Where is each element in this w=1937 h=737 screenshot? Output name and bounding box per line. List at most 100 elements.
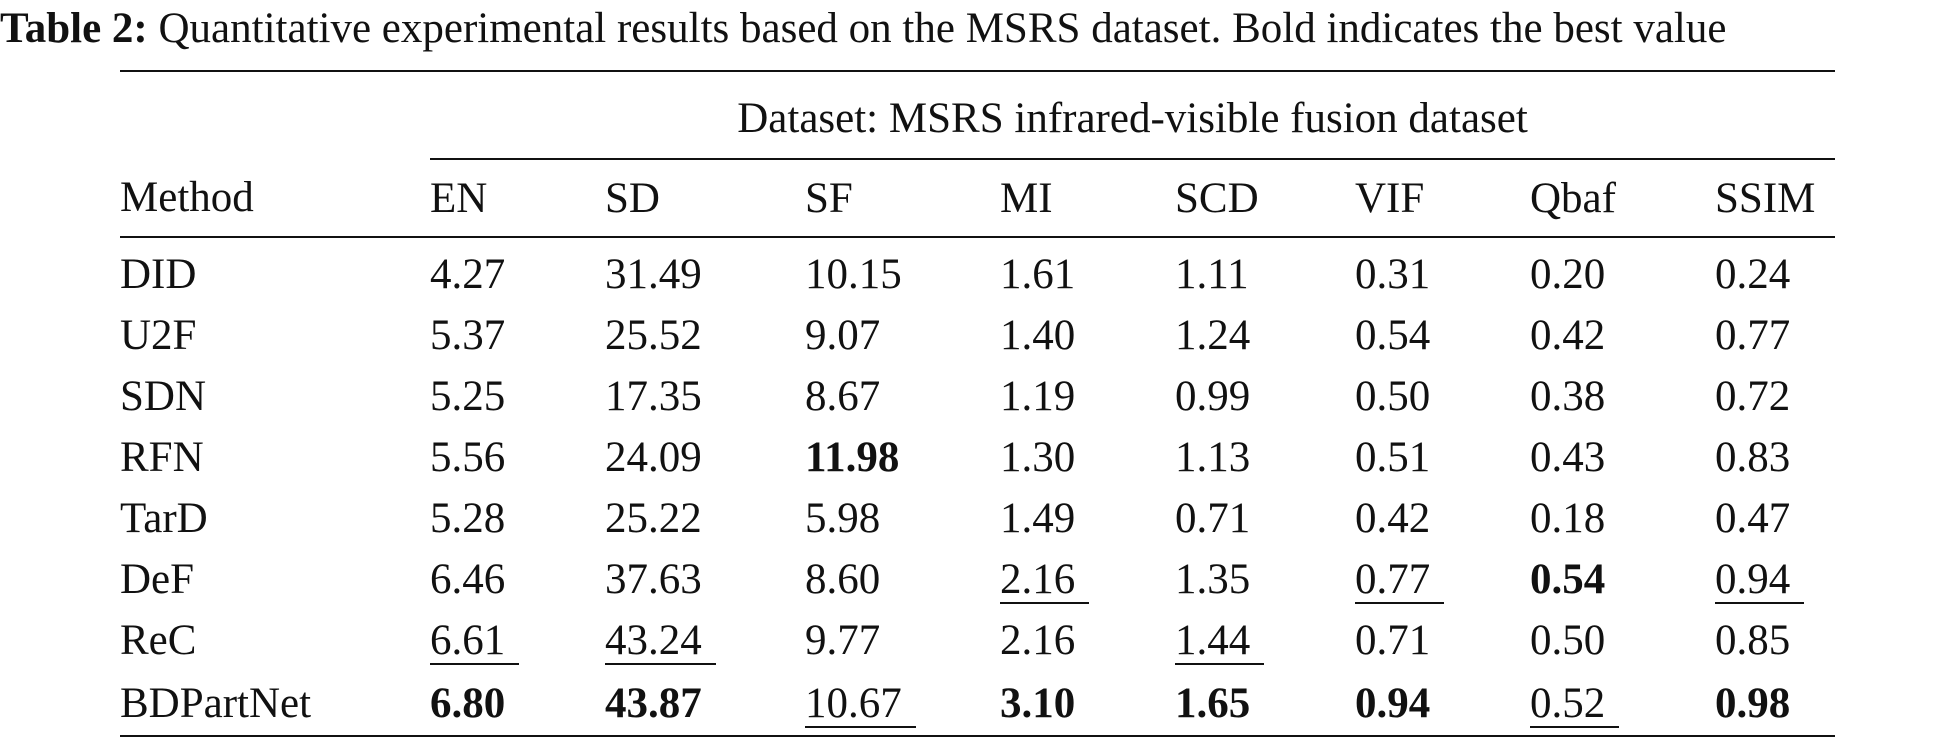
table-row: DeF 6.46 37.63 8.60 2.16 1.35 0.77 0.54 0.94 <box>120 549 1835 610</box>
value-cell: 0.50 <box>1355 366 1530 427</box>
value-cell: 10.67 <box>805 671 1000 737</box>
metric-value: 5.25 <box>430 373 506 420</box>
metric-value: 5.98 <box>805 495 881 542</box>
metric-value: 6.80 <box>430 679 506 727</box>
metric-value: 0.71 <box>1175 495 1251 542</box>
column-header-en: EN <box>430 159 605 238</box>
value-cell: 0.72 <box>1715 366 1835 427</box>
value-cell: 0.18 <box>1530 488 1715 549</box>
value-cell: 10.15 <box>805 237 1000 305</box>
value-cell: 0.52 <box>1530 671 1715 737</box>
metric-value: 4.27 <box>430 251 506 298</box>
value-cell: 5.25 <box>430 366 605 427</box>
metric-value: 43.24 <box>605 619 716 665</box>
metric-value: 0.50 <box>1355 373 1431 420</box>
metric-value: 0.83 <box>1715 434 1791 481</box>
metric-value: 31.49 <box>605 251 702 298</box>
metric-value: 10.15 <box>805 251 902 298</box>
value-cell: 1.49 <box>1000 488 1175 549</box>
value-cell: 1.44 <box>1175 610 1355 671</box>
value-cell: 0.50 <box>1530 610 1715 671</box>
value-cell: 0.77 <box>1355 549 1530 610</box>
value-cell: 0.71 <box>1355 610 1530 671</box>
value-cell: 0.54 <box>1530 549 1715 610</box>
value-cell: 0.20 <box>1530 237 1715 305</box>
metric-value: 0.20 <box>1530 251 1606 298</box>
column-header-sf: SF <box>805 159 1000 238</box>
caption-text: Quantitative experimental results based … <box>147 5 1727 52</box>
metric-value: 43.87 <box>605 679 702 727</box>
column-header-ssim: SSIM <box>1715 159 1836 238</box>
metric-value: 1.65 <box>1175 679 1251 727</box>
metric-value: 25.52 <box>605 312 702 359</box>
value-cell: 0.71 <box>1175 488 1355 549</box>
metric-value: 0.42 <box>1530 312 1606 359</box>
column-header-row: Method EN SD SF MI SCD VIF Qbaf SSIM <box>120 159 1836 238</box>
column-header-vif: VIF <box>1355 159 1530 238</box>
value-cell: 0.47 <box>1715 488 1835 549</box>
metric-value: 1.49 <box>1000 495 1076 542</box>
metric-value: 1.30 <box>1000 434 1076 481</box>
method-cell: U2F <box>120 312 197 359</box>
metric-value: 0.42 <box>1355 495 1431 542</box>
metric-value: 0.47 <box>1715 495 1791 542</box>
metric-value: 0.50 <box>1530 617 1606 664</box>
metric-value: 1.35 <box>1175 556 1251 603</box>
metric-value: 0.72 <box>1715 373 1791 420</box>
value-cell: 9.77 <box>805 610 1000 671</box>
metric-value: 0.52 <box>1530 681 1620 728</box>
metric-value: 2.16 <box>1000 617 1076 664</box>
value-cell: 5.37 <box>430 305 605 366</box>
metric-value: 24.09 <box>605 434 702 481</box>
value-cell: 1.40 <box>1000 305 1175 366</box>
caption-label: Table 2: <box>0 5 148 52</box>
table-row: DID 4.27 31.49 10.15 1.61 1.11 0.31 0.20 0.24 <box>120 237 1835 305</box>
metric-value: 5.56 <box>430 434 506 481</box>
value-cell: 25.22 <box>605 488 805 549</box>
value-cell: 5.56 <box>430 427 605 488</box>
metric-value: 0.24 <box>1715 251 1791 298</box>
value-cell: 5.98 <box>805 488 1000 549</box>
value-cell: 24.09 <box>605 427 805 488</box>
value-cell: 0.77 <box>1715 305 1835 366</box>
metric-value: 5.37 <box>430 312 506 359</box>
value-cell: 43.87 <box>605 671 805 737</box>
value-cell: 1.61 <box>1000 237 1175 305</box>
metric-value: 0.18 <box>1530 495 1606 542</box>
table-row: U2F 5.37 25.52 9.07 1.40 1.24 0.54 0.42 0.77 <box>120 305 1835 366</box>
value-cell: 0.85 <box>1715 610 1835 671</box>
metric-value: 0.54 <box>1530 556 1606 603</box>
metric-value: 0.94 <box>1355 679 1431 727</box>
group-header-row: Dataset: MSRS infrared-visible fusion da… <box>120 70 1836 160</box>
metric-value: 1.11 <box>1175 251 1249 298</box>
method-cell: ReC <box>120 617 197 664</box>
value-cell: 1.11 <box>1175 237 1355 305</box>
metric-value: 17.35 <box>605 373 702 420</box>
value-cell: 8.67 <box>805 366 1000 427</box>
value-cell: 11.98 <box>805 427 1000 488</box>
metric-value: 8.67 <box>805 373 881 420</box>
value-cell: 0.42 <box>1530 305 1715 366</box>
column-header-scd: SCD <box>1175 159 1355 238</box>
table-row: SDN 5.25 17.35 8.67 1.19 0.99 0.50 0.38 0.72 <box>120 366 1835 427</box>
value-cell: 43.24 <box>605 610 805 671</box>
value-cell: 0.83 <box>1715 427 1835 488</box>
metric-value: 11.98 <box>805 434 900 481</box>
metric-value: 0.98 <box>1715 679 1791 727</box>
table-row: TarD 5.28 25.22 5.98 1.49 0.71 0.42 0.18 0.47 <box>120 488 1835 549</box>
method-column-header: Method <box>120 159 430 238</box>
metric-value: 0.77 <box>1355 558 1445 604</box>
value-cell: 17.35 <box>605 366 805 427</box>
metric-value: 1.61 <box>1000 251 1076 298</box>
value-cell: 25.52 <box>605 305 805 366</box>
results-table-container: Dataset: MSRS infrared-visible fusion da… <box>120 70 1836 737</box>
value-cell: 5.28 <box>430 488 605 549</box>
metric-value: 1.40 <box>1000 312 1076 359</box>
value-cell: 2.16 <box>1000 610 1175 671</box>
value-cell: 6.46 <box>430 549 605 610</box>
value-cell: 8.60 <box>805 549 1000 610</box>
metric-value: 5.28 <box>430 495 506 542</box>
value-cell: 0.42 <box>1355 488 1530 549</box>
value-cell: 1.13 <box>1175 427 1355 488</box>
metric-value: 0.31 <box>1355 251 1431 298</box>
